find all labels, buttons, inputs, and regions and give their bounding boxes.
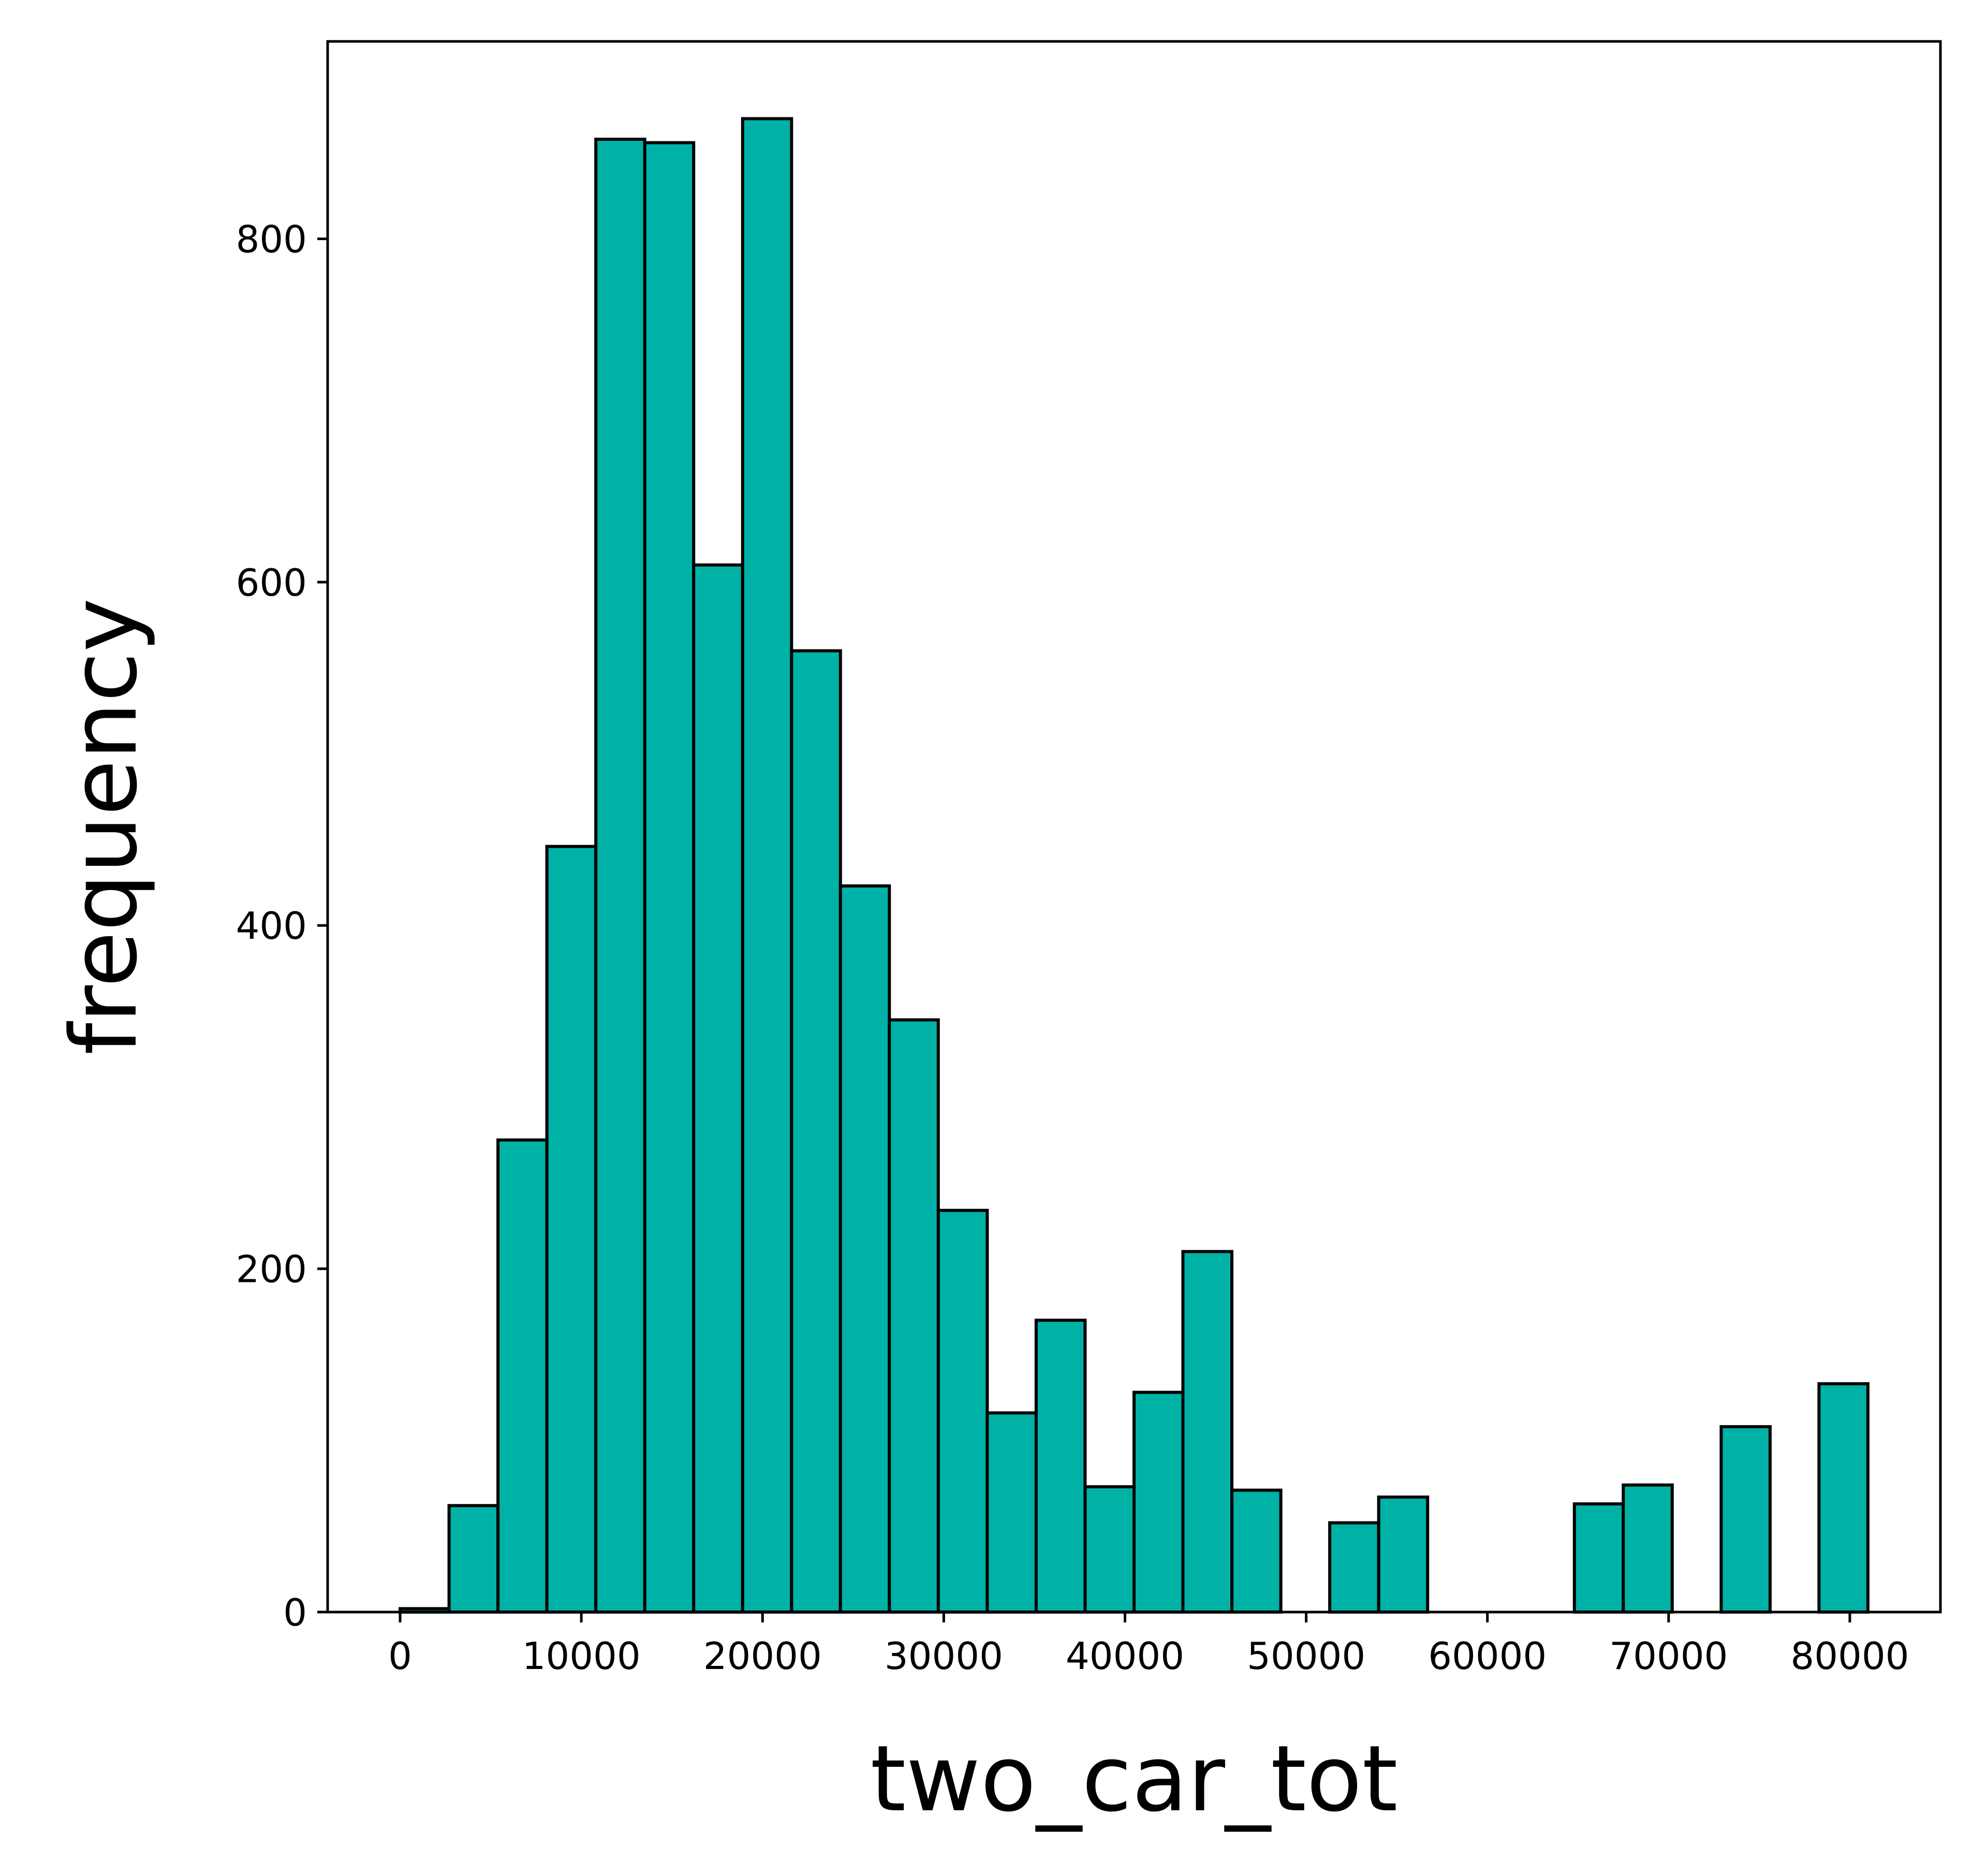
x-tick-label: 80000 — [1790, 1634, 1909, 1678]
histogram-bar — [1034, 1319, 1087, 1614]
histogram-bar — [985, 1411, 1038, 1614]
x-axis-label: two_car_tot — [870, 1726, 1397, 1832]
histogram-bar — [888, 1018, 940, 1614]
histogram-bar — [643, 141, 696, 1614]
x-tick-label: 0 — [388, 1634, 412, 1678]
histogram-bar — [692, 563, 744, 1614]
histogram-bar — [936, 1208, 989, 1614]
y-tick-label: 800 — [236, 217, 307, 261]
x-tick-label: 40000 — [1066, 1634, 1184, 1678]
histogram-bar — [741, 117, 793, 1614]
x-tick-label: 60000 — [1428, 1634, 1547, 1678]
histogram-bar — [1181, 1250, 1233, 1614]
y-tick-label: 600 — [236, 561, 307, 604]
histogram-bar — [594, 138, 646, 1614]
y-tick-label: 400 — [236, 904, 307, 948]
x-tick-label: 20000 — [703, 1634, 822, 1678]
histogram-bar — [1132, 1391, 1185, 1614]
plot-frame — [326, 40, 1942, 1614]
histogram-bar — [1328, 1521, 1380, 1614]
x-tick-label: 50000 — [1247, 1634, 1365, 1678]
y-axis-ticks: 0 200 400 600 800 — [236, 217, 328, 1634]
histogram-bar — [545, 845, 598, 1614]
y-tick-label: 200 — [236, 1248, 307, 1291]
histogram-bar — [1719, 1425, 1772, 1614]
bars-group — [399, 117, 1870, 1614]
histogram-bar — [790, 649, 842, 1614]
histogram-bar — [496, 1138, 549, 1614]
x-tick-label: 10000 — [522, 1634, 641, 1678]
x-tick-label: 30000 — [885, 1634, 1003, 1678]
histogram-bar — [1622, 1483, 1674, 1614]
histogram-bar — [1572, 1502, 1625, 1614]
histogram-bar — [838, 884, 891, 1614]
histogram-bar — [1817, 1382, 1870, 1614]
y-tick-label: 0 — [283, 1591, 307, 1634]
x-tick-label: 70000 — [1609, 1634, 1728, 1678]
y-axis-label: frequency — [51, 598, 157, 1055]
histogram-bar — [447, 1504, 500, 1614]
histogram-bar — [1377, 1495, 1430, 1614]
histogram-bar — [1230, 1488, 1283, 1614]
histogram-bar — [1083, 1485, 1136, 1614]
x-axis-ticks: 0 10000 20000 30000 40000 50000 60000 70000 8000… — [388, 1612, 1909, 1678]
